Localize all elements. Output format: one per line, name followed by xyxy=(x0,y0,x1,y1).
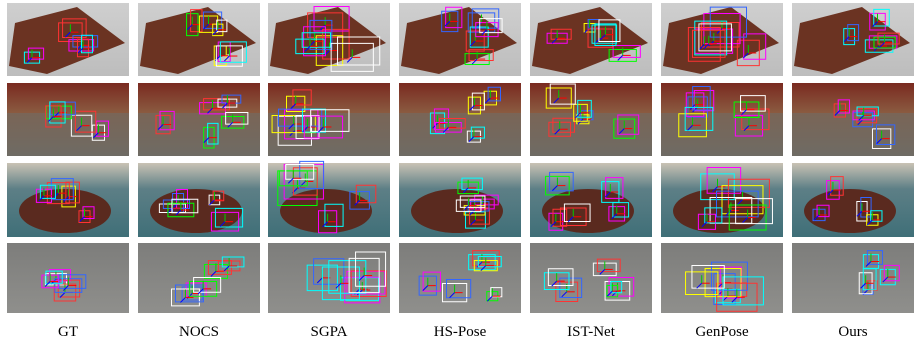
column-label: Ours xyxy=(838,324,867,340)
column-label: IST-Net xyxy=(567,324,616,340)
result-image xyxy=(399,163,521,237)
result-image xyxy=(138,3,260,76)
result-image xyxy=(530,3,652,76)
result-image xyxy=(268,83,390,156)
floor xyxy=(268,113,390,156)
figure: GT NOCS SGPA HS-Pose IST-Net GenPose Ours xyxy=(0,0,914,343)
result-image xyxy=(792,243,914,313)
result-image xyxy=(138,83,260,156)
result-image xyxy=(661,83,783,156)
column-label: SGPA xyxy=(311,324,348,340)
column-label: GenPose xyxy=(695,324,749,340)
column-label: NOCS xyxy=(179,324,219,340)
result-image xyxy=(7,163,129,237)
result-image xyxy=(268,3,390,76)
result-image xyxy=(399,3,521,76)
result-image xyxy=(661,243,783,313)
column-label: HS-Pose xyxy=(434,324,487,340)
result-image xyxy=(792,163,914,237)
result-image xyxy=(268,243,390,313)
result-image xyxy=(530,163,652,237)
result-image xyxy=(792,3,914,76)
table xyxy=(150,189,242,233)
result-image xyxy=(399,83,521,156)
table xyxy=(19,189,111,233)
result-image xyxy=(138,243,260,313)
result-image xyxy=(530,243,652,313)
result-image xyxy=(792,83,914,156)
result-image xyxy=(138,163,260,237)
result-image xyxy=(268,161,390,237)
floor xyxy=(7,113,129,156)
result-image xyxy=(7,83,129,156)
floor xyxy=(399,113,521,156)
result-image xyxy=(661,3,783,76)
result-image xyxy=(530,83,652,156)
result-image xyxy=(7,3,129,76)
result-image xyxy=(399,243,521,313)
page: GTNOCSSGPAHS-PoseIST-NetGenPoseOurs (() … xyxy=(0,0,914,343)
result-image xyxy=(7,243,129,313)
image-background xyxy=(399,243,521,313)
floor xyxy=(661,113,783,156)
column-label: GT xyxy=(58,324,78,340)
table xyxy=(673,189,765,233)
result-image xyxy=(661,163,783,237)
